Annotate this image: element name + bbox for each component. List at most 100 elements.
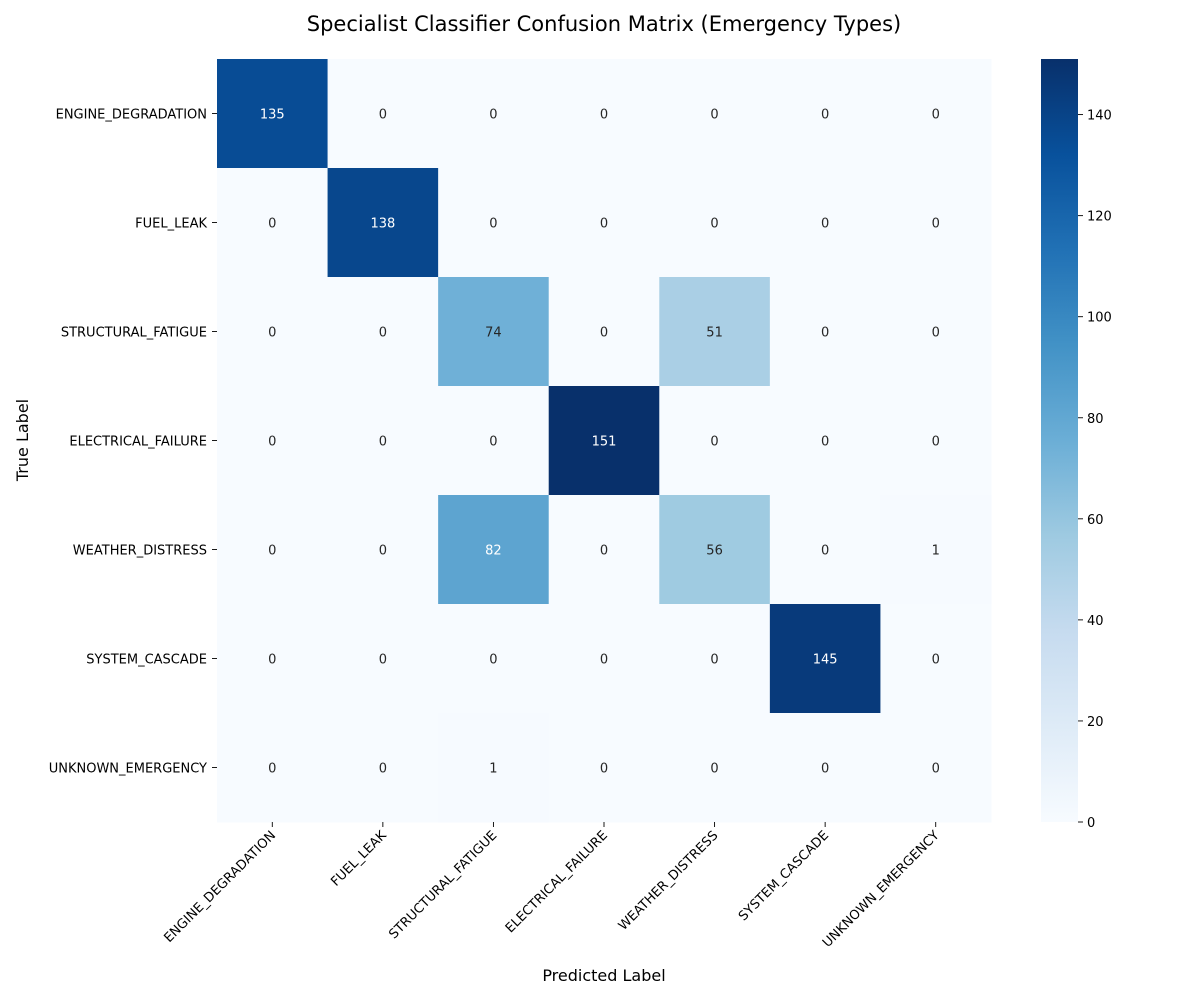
cell-value-r6-c4: 0 — [710, 762, 718, 777]
cell-r6-c5 — [769, 713, 881, 823]
cell-value-r2-c3: 0 — [600, 326, 608, 341]
cell-value-r3-c6: 0 — [932, 435, 940, 450]
cell-value-r0-c0: 135 — [260, 108, 285, 123]
column-tick-label: FUEL_LEAK — [328, 828, 390, 890]
colorbar-gradient — [1041, 59, 1078, 822]
cell-r5-c3 — [548, 604, 660, 714]
cell-value-r4-c3: 0 — [600, 544, 608, 559]
cell-value-r6-c0: 0 — [268, 762, 276, 777]
colorbar-tick-label: 40 — [1087, 614, 1104, 629]
colorbar-tick-label: 140 — [1087, 109, 1112, 124]
cell-value-r0-c4: 0 — [710, 108, 718, 123]
cell-r0-c0 — [217, 59, 329, 169]
cell-r5-c4 — [659, 604, 771, 714]
cell-r6-c3 — [548, 713, 660, 823]
cell-r0-c1 — [327, 59, 439, 169]
cell-value-r5-c6: 0 — [932, 653, 940, 668]
cell-value-r2-c5: 0 — [821, 326, 829, 341]
colorbar-tick-label: 120 — [1087, 210, 1112, 225]
cell-r6-c1 — [327, 713, 439, 823]
cell-r4-c3 — [548, 495, 660, 605]
column-tick-label: WEATHER_DISTRESS — [616, 828, 722, 934]
cell-value-r5-c4: 0 — [710, 653, 718, 668]
cell-r3-c3 — [548, 386, 660, 496]
row-tick-label: SYSTEM_CASCADE — [86, 653, 207, 668]
cell-r0-c2 — [438, 59, 550, 169]
cell-r1-c5 — [769, 168, 881, 278]
y-axis-label: True Label — [13, 399, 32, 482]
cell-r5-c5 — [769, 604, 881, 714]
heatmap-cells: 135 0 0 0 0 0 0 0 138 0 0 0 0 0 0 0 74 0 51 0 0 0 0 0 151 0 0 0 0 0 82… — [217, 59, 992, 823]
row-tick-labels: ENGINE_DEGRADATION FUEL_LEAK STRUCTURAL_FA… — [49, 108, 217, 777]
cell-value-r2-c2: 74 — [485, 326, 502, 341]
cell-r5-c6 — [880, 604, 992, 714]
cell-value-r0-c2: 0 — [489, 108, 497, 123]
cell-value-r1-c5: 0 — [821, 217, 829, 232]
chart-title: Specialist Classifier Confusion Matrix (… — [307, 12, 902, 36]
cell-value-r1-c3: 0 — [600, 217, 608, 232]
cell-r3-c1 — [327, 386, 439, 496]
cell-value-r2-c4: 51 — [706, 326, 723, 341]
row-tick-label: ELECTRICAL_FAILURE — [69, 435, 207, 450]
cell-r1-c0 — [217, 168, 329, 278]
cell-value-r4-c6: 1 — [932, 544, 940, 559]
column-tick-label: ELECTRICAL_FAILURE — [503, 828, 611, 936]
cell-r4-c1 — [327, 495, 439, 605]
cell-r6-c2 — [438, 713, 550, 823]
cell-value-r6-c5: 0 — [821, 762, 829, 777]
cell-r1-c4 — [659, 168, 771, 278]
cell-r5-c0 — [217, 604, 329, 714]
cell-r4-c4 — [659, 495, 771, 605]
cell-value-r5-c5: 145 — [813, 653, 838, 668]
cell-r3-c2 — [438, 386, 550, 496]
cell-value-r5-c0: 0 — [268, 653, 276, 668]
cell-value-r6-c6: 0 — [932, 762, 940, 777]
colorbar-tick-label: 60 — [1087, 513, 1104, 528]
cell-value-r2-c6: 0 — [932, 326, 940, 341]
cell-value-r4-c5: 0 — [821, 544, 829, 559]
cell-r0-c3 — [548, 59, 660, 169]
row-tick-label: STRUCTURAL_FATIGUE — [61, 326, 207, 341]
cell-r4-c6 — [880, 495, 992, 605]
cell-value-r4-c1: 0 — [379, 544, 387, 559]
cell-r3-c5 — [769, 386, 881, 496]
cell-r2-c0 — [217, 277, 329, 387]
cell-value-r1-c6: 0 — [932, 217, 940, 232]
cell-value-r2-c1: 0 — [379, 326, 387, 341]
cell-r0-c6 — [880, 59, 992, 169]
cell-r4-c5 — [769, 495, 881, 605]
cell-value-r4-c4: 56 — [706, 544, 723, 559]
cell-r3-c4 — [659, 386, 771, 496]
cell-r3-c6 — [880, 386, 992, 496]
cell-value-r1-c0: 0 — [268, 217, 276, 232]
cell-value-r4-c2: 82 — [485, 544, 502, 559]
colorbar-tick-label: 0 — [1087, 816, 1095, 831]
colorbar-tick-label: 100 — [1087, 311, 1112, 326]
cell-value-r1-c4: 0 — [710, 217, 718, 232]
cell-r1-c2 — [438, 168, 550, 278]
cell-value-r0-c6: 0 — [932, 108, 940, 123]
cell-r5-c1 — [327, 604, 439, 714]
row-tick-label: WEATHER_DISTRESS — [73, 544, 207, 559]
cell-r2-c6 — [880, 277, 992, 387]
cell-value-r6-c3: 0 — [600, 762, 608, 777]
cell-value-r3-c1: 0 — [379, 435, 387, 450]
cell-value-r1-c1: 138 — [370, 217, 395, 232]
cell-value-r2-c0: 0 — [268, 326, 276, 341]
column-tick-label: STRUCTURAL_FATIGUE — [386, 828, 500, 942]
cell-r2-c3 — [548, 277, 660, 387]
cell-value-r3-c0: 0 — [268, 435, 276, 450]
cell-r4-c2 — [438, 495, 550, 605]
cell-value-r3-c5: 0 — [821, 435, 829, 450]
cell-r2-c4 — [659, 277, 771, 387]
column-tick-label: UNKNOWN_EMERGENCY — [820, 828, 943, 951]
cell-r0-c5 — [769, 59, 881, 169]
cell-r2-c5 — [769, 277, 881, 387]
cell-r1-c6 — [880, 168, 992, 278]
cell-r3-c0 — [217, 386, 329, 496]
row-tick-label: UNKNOWN_EMERGENCY — [49, 762, 207, 777]
cell-value-r3-c2: 0 — [489, 435, 497, 450]
cell-value-r3-c4: 0 — [710, 435, 718, 450]
